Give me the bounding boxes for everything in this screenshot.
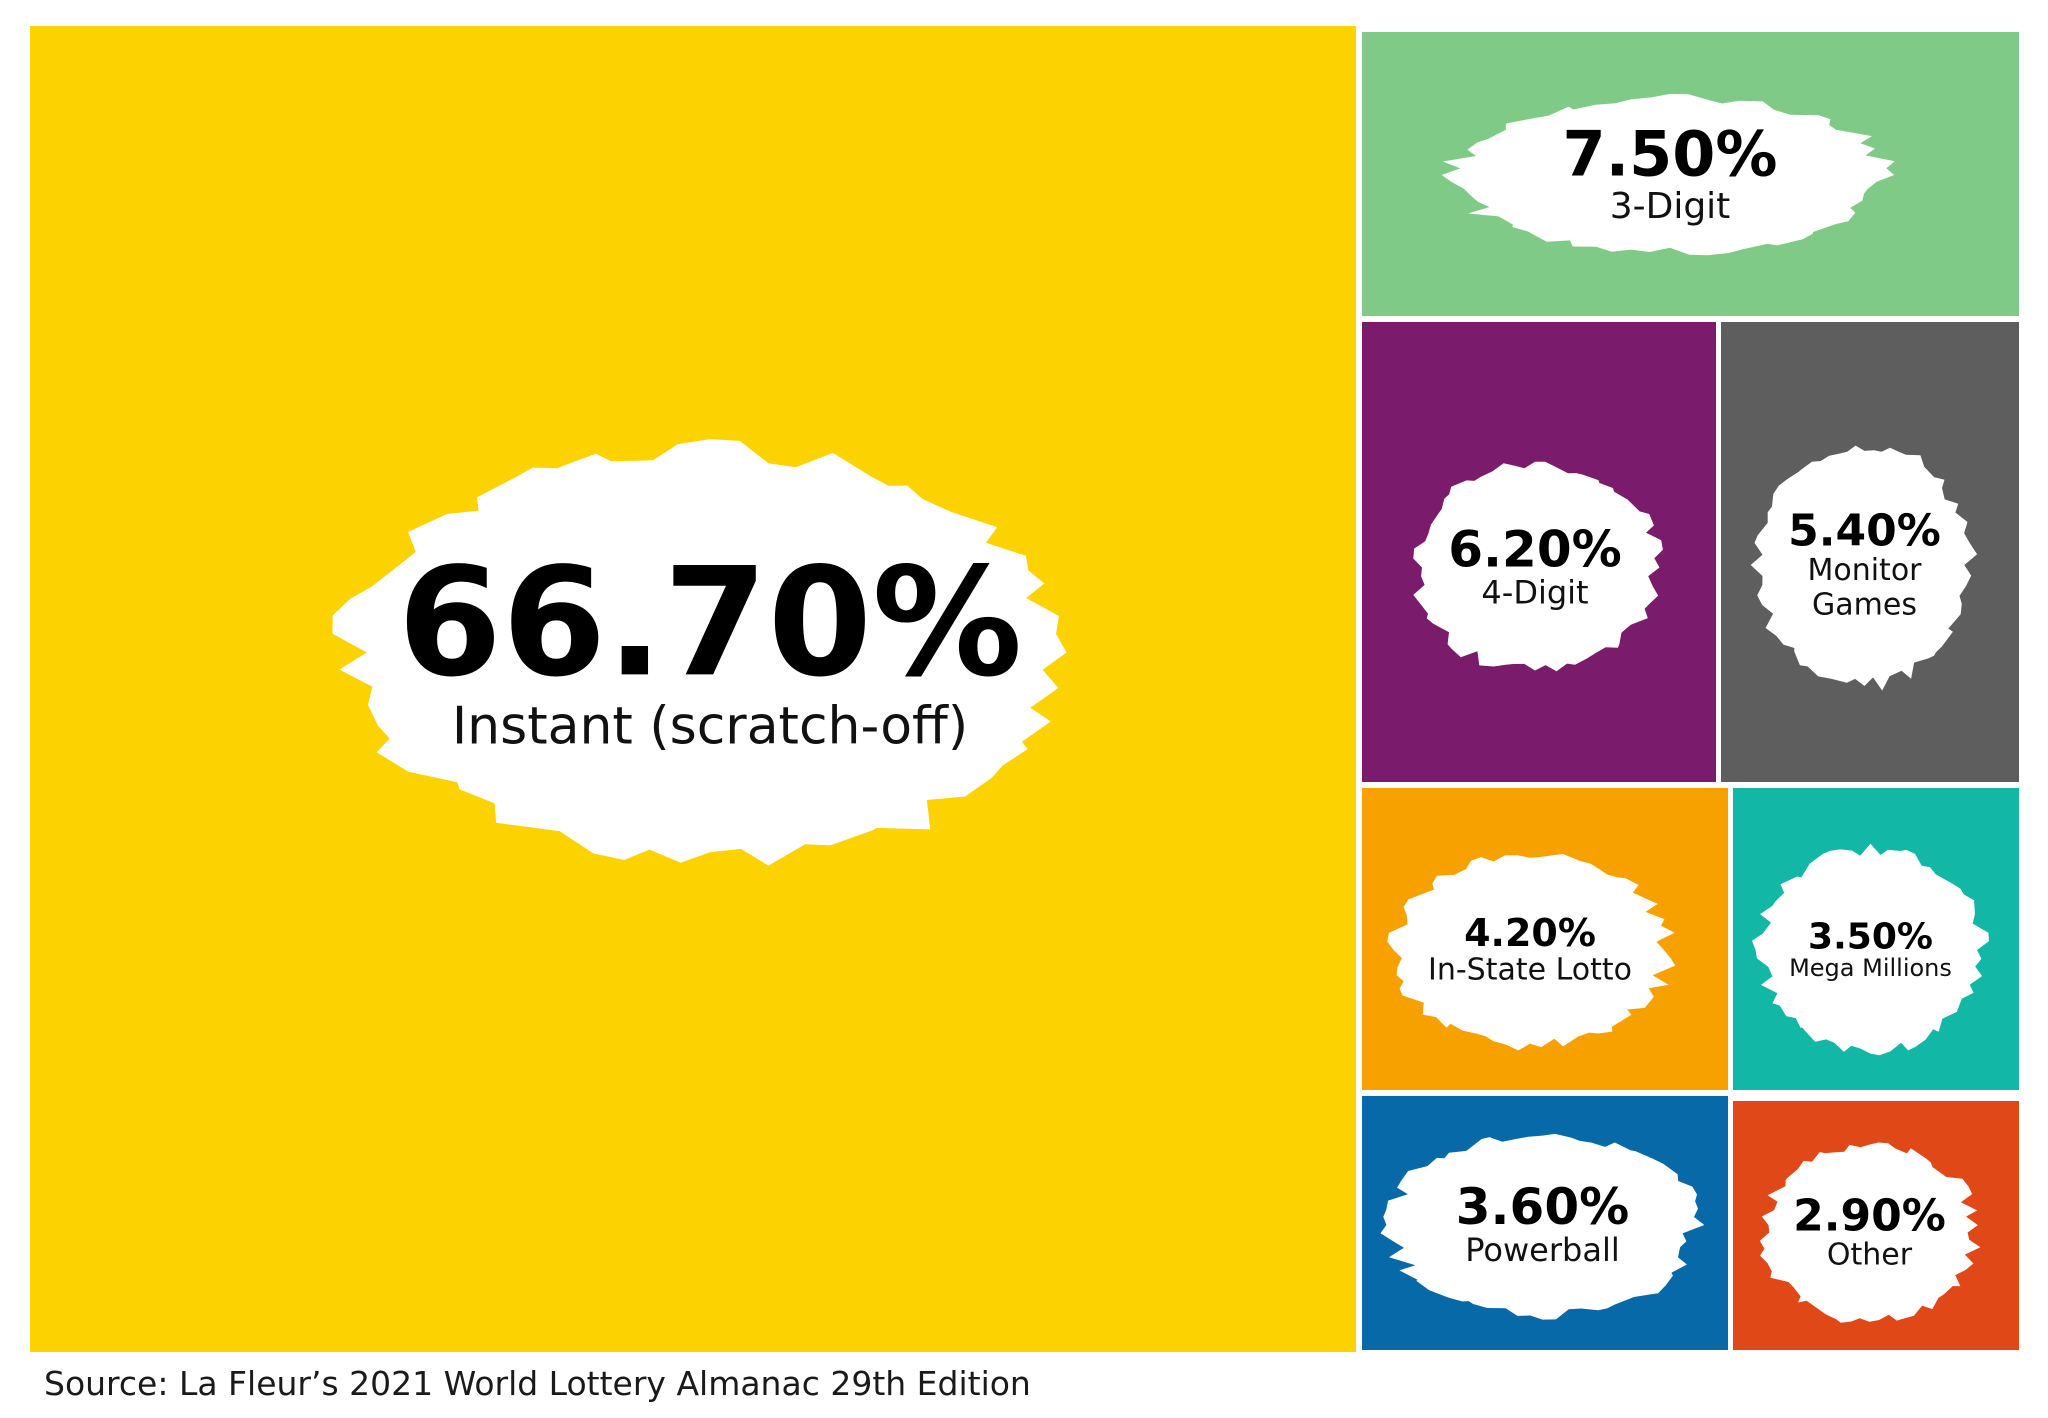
scratch-blob-mega-millions [1752, 843, 1989, 1056]
value-label-other: 2.90% [1793, 1190, 1946, 1241]
scratch-blob-other [1759, 1142, 1981, 1323]
category-label-instant-scratch-off: Instant (scratch-off) [452, 696, 968, 756]
scratch-blob-4-digit [1413, 461, 1663, 672]
scratch-blob-powerball [1380, 1133, 1705, 1320]
scratch-blob-3-digit [1441, 93, 1895, 256]
source-note: Source: La Fleur’s 2021 World Lottery Al… [44, 1364, 1031, 1403]
tile-instant-scratch-off: 66.70%Instant (scratch-off) [30, 26, 1356, 1352]
tile-powerball: 3.60%Powerball [1362, 1096, 1728, 1350]
category-label-4-digit: 4-Digit [1481, 573, 1588, 611]
category-label-monitor-games-1: Monitor [1807, 553, 1922, 588]
value-label-in-state-lotto: 4.20% [1464, 911, 1596, 955]
category-label-3-digit: 3-Digit [1610, 186, 1731, 227]
value-label-instant-scratch-off: 66.70% [398, 536, 1023, 710]
scratch-blob-monitor-games [1750, 445, 1978, 691]
category-label-mega-millions: Mega Millions [1789, 954, 1952, 982]
value-label-3-digit: 7.50% [1562, 118, 1777, 191]
value-label-powerball: 3.60% [1456, 1178, 1629, 1236]
scratch-blob-in-state-lotto [1387, 854, 1676, 1051]
category-label-in-state-lotto: In-State Lotto [1428, 952, 1632, 987]
category-label-other: Other [1827, 1238, 1913, 1273]
value-label-monitor-games: 5.40% [1788, 506, 1941, 557]
tile-mega-millions: 3.50%Mega Millions [1733, 788, 2019, 1090]
tile-in-state-lotto: 4.20%In-State Lotto [1362, 788, 1728, 1090]
tile-other: 2.90%Other [1733, 1101, 2019, 1350]
value-label-4-digit: 6.20% [1448, 520, 1621, 578]
scratch-blob-instant-scratch-off [332, 439, 1067, 866]
value-label-mega-millions: 3.50% [1808, 917, 1933, 958]
tile-4-digit: 6.20%4-Digit [1362, 322, 1716, 782]
tile-3-digit: 7.50%3-Digit [1362, 32, 2019, 316]
category-label-monitor-games-2: Games [1812, 587, 1917, 622]
category-label-powerball: Powerball [1465, 1231, 1619, 1269]
